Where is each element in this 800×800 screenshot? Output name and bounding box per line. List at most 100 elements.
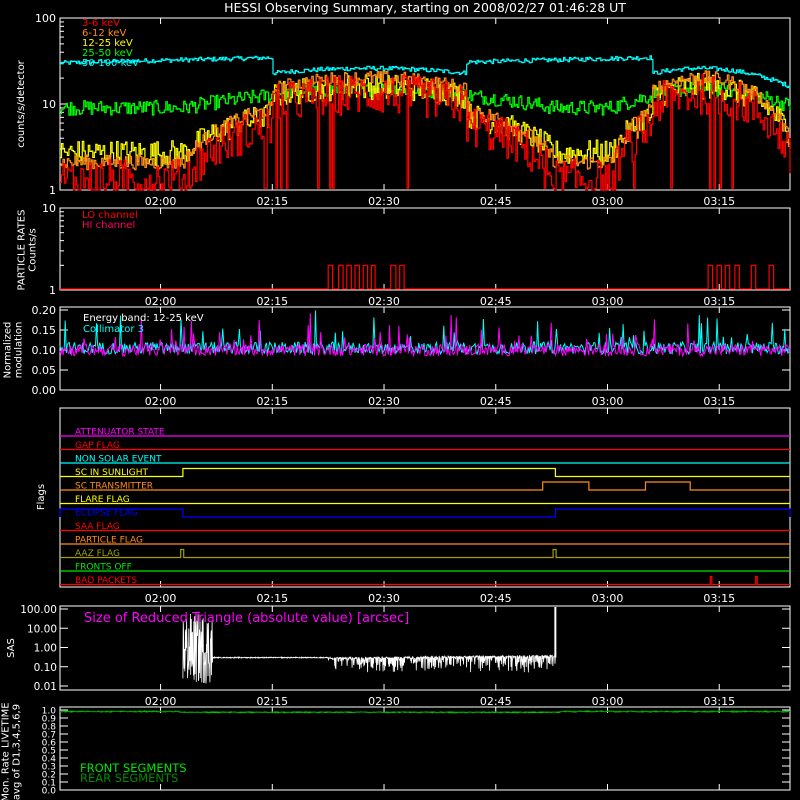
- x-tick-label: 03:15: [703, 295, 735, 308]
- x-tick-label: 02:00: [145, 395, 177, 408]
- legend-entry: 25-50 keV: [82, 48, 133, 59]
- x-tick-label: 03:15: [703, 695, 735, 708]
- plot-frame: [59, 407, 791, 588]
- x-tick-label: 02:30: [368, 395, 400, 408]
- y-tick-label: 10: [42, 202, 56, 215]
- flag-label: PARTICLE FLAG: [75, 536, 143, 546]
- y-tick-label: 0.10: [32, 344, 57, 357]
- flags-panel: 02:00 02:15 02:30 02:45 03:00 03:15 Flags ATTEN…: [36, 407, 791, 605]
- x-tick-label: 02:00: [145, 592, 177, 605]
- series-line-lo-channel: [60, 264, 790, 290]
- x-tick-label: 03:00: [592, 695, 624, 708]
- x-tick-label: 03:00: [592, 592, 624, 605]
- y-tick-label: 0.0: [42, 787, 57, 797]
- legend-entry: Size of Reduced Triangle (absolute value…: [84, 611, 409, 626]
- x-tick-label: 03:15: [703, 195, 735, 208]
- x-tick-label: 02:30: [368, 695, 400, 708]
- y-tick-label: 0.3: [42, 763, 56, 773]
- x-tick-label: 03:00: [592, 195, 624, 208]
- y-axis-label: Normalized modulation: [3, 322, 25, 379]
- y-tick-label: 0.6: [42, 739, 57, 749]
- y-tick-label: 0.00: [32, 384, 57, 397]
- y-tick-label: 0.20: [32, 304, 57, 317]
- legend-entry: REAR SEGMENTS: [80, 771, 178, 785]
- modulation-panel: 02:00 02:15 02:30 02:45 03:00 03:15 0.00 0.05 0.…: [3, 304, 791, 408]
- legend-entry: HI channel: [82, 220, 135, 231]
- flag-line: [60, 467, 790, 478]
- livetime-panel: 0.00.10.20.30.40.50.60.70.80.91.0 Mon. Ra…: [1, 702, 791, 800]
- x-tick-label: 02:15: [256, 695, 288, 708]
- sas-panel: 02:00 02:15 02:30 02:45 03:00 03:15 0.01 0.10 1.…: [6, 604, 791, 708]
- y-axis-label: Mon. Rate LIVETIME avg of D1,3,4,5,6,9: [1, 702, 23, 800]
- x-tick-label: 03:00: [592, 295, 624, 308]
- y-axis-label-text: Flags: [36, 484, 47, 510]
- x-tick-label: 02:15: [256, 195, 288, 208]
- legend-entry: FRONT SEGMENTS: [80, 761, 187, 775]
- legend-entry: 6-12 keV: [82, 28, 126, 39]
- y-tick-label: 0.01: [34, 681, 57, 693]
- y-tick-label: 0.8: [42, 723, 57, 733]
- y-axis-label-text: counts/s/detector: [16, 59, 27, 147]
- y-tick-label: 100.00: [20, 604, 57, 616]
- flag-label: SAA FLAG: [75, 522, 120, 532]
- legend-entry: 50-100 keV: [82, 58, 139, 69]
- y-tick-label: 1.00: [34, 643, 57, 655]
- x-tick-label: 02:45: [480, 592, 512, 605]
- y-axis-label-text: SAS: [6, 638, 17, 658]
- x-tick-label: 02:00: [145, 195, 177, 208]
- plot-frame: [59, 706, 791, 791]
- flag-label: ECLIPSE FLAG: [75, 509, 138, 519]
- legend-entry: 3-6 keV: [82, 18, 120, 29]
- x-tick-label: 02:00: [145, 695, 177, 708]
- modulation-line: [59, 313, 791, 358]
- y-axis-label-line: Counts/s: [28, 228, 39, 272]
- y-axis-label: PARTICLE RATES Counts/s: [17, 210, 39, 291]
- y-tick-label: 0.4: [42, 755, 57, 765]
- y-axis-label-line: avg of D1,3,4,5,6,9: [12, 704, 23, 800]
- x-tick-label: 02:30: [368, 195, 400, 208]
- y-tick-label: 10: [42, 98, 56, 111]
- legend-entry: LO channel: [82, 210, 138, 221]
- y-axis-label: counts/s/detector: [16, 59, 27, 147]
- y-tick-label: 0.1: [42, 779, 56, 789]
- y-axis-label-line: PARTICLE RATES: [17, 210, 28, 291]
- flag-label: FLARE FLAG: [75, 495, 130, 505]
- x-tick-label: 02:30: [368, 295, 400, 308]
- flag-line: [60, 481, 790, 491]
- y-tick-label: 100: [35, 12, 56, 25]
- x-tick-label: 02:30: [368, 592, 400, 605]
- legend-entry: 12-25 keV: [82, 38, 133, 49]
- x-tick-label: 02:45: [480, 295, 512, 308]
- y-axis-label: SAS: [6, 638, 17, 658]
- series-line-3-6-keV: [60, 73, 791, 191]
- y-tick-label: 0.10: [34, 662, 57, 674]
- y-tick-label: 10.00: [27, 623, 57, 635]
- sas-triangle-line: [182, 613, 556, 684]
- x-tick-label: 02:15: [256, 295, 288, 308]
- y-axis-label: Flags: [36, 484, 47, 510]
- y-tick-label: 1.0: [42, 707, 57, 717]
- y-axis-label-line: Normalized: [3, 322, 14, 379]
- flag-label: SC TRANSMITTER: [75, 482, 153, 492]
- y-axis-label-line: Mon. Rate LIVETIME: [1, 702, 12, 800]
- y-tick-label: 0.7: [42, 731, 56, 741]
- x-tick-label: 02:15: [256, 395, 288, 408]
- flag-line: [59, 508, 791, 518]
- x-tick-label: 03:00: [592, 395, 624, 408]
- x-tick-label: 02:45: [480, 395, 512, 408]
- y-tick-label: 0.05: [32, 364, 57, 377]
- y-tick-label: 0.9: [42, 715, 57, 725]
- flag-label: BAD PACKETS: [75, 576, 137, 586]
- legend-entry: Collimator 3: [83, 324, 144, 335]
- x-tick-label: 02:15: [256, 592, 288, 605]
- y-tick-label: 1: [49, 284, 56, 297]
- flag-label: SC IN SUNLIGHT: [75, 468, 149, 478]
- x-tick-label: 02:45: [480, 195, 512, 208]
- series-line-50-100-keV: [60, 55, 791, 89]
- x-tick-label: 02:45: [480, 695, 512, 708]
- figure-title: HESSI Observing Summary, starting on 200…: [224, 0, 626, 15]
- plot-frame: [59, 207, 791, 291]
- x-tick-label: 03:15: [703, 395, 735, 408]
- y-tick-label: 0.2: [42, 771, 56, 781]
